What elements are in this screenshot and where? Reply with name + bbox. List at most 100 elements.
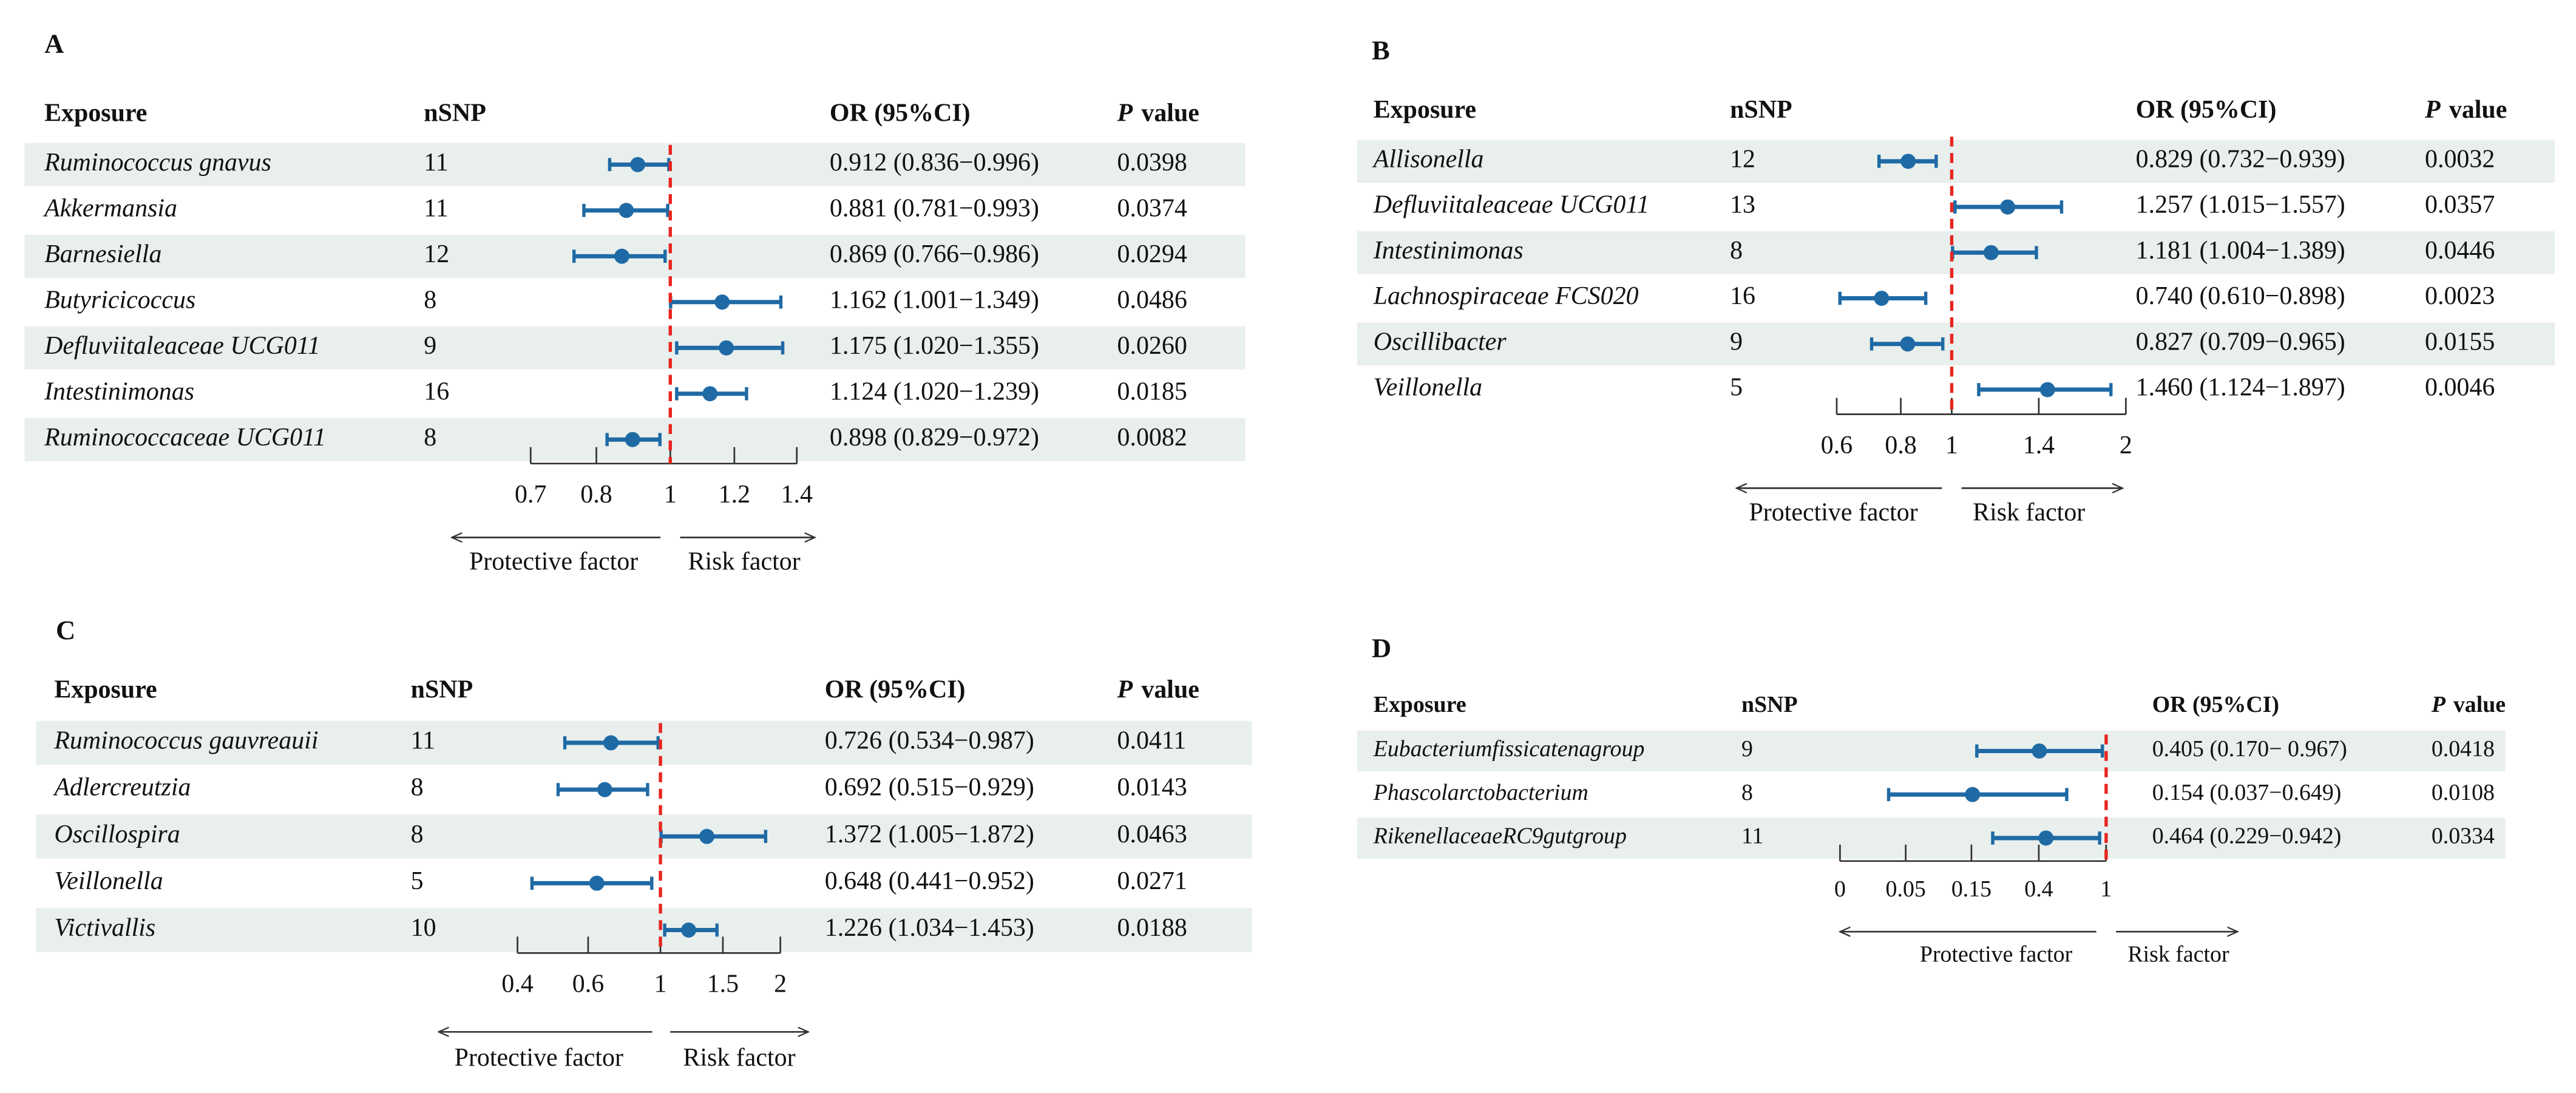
nsnp: 9: [424, 332, 436, 360]
header: OR (95%CI): [830, 100, 971, 127]
x-tick-label: 0.6: [572, 970, 604, 998]
x-tick-label: 1.4: [781, 481, 813, 509]
p-value: 0.0023: [2425, 282, 2495, 310]
exposure: Eubacteriumfissicatenagroup: [1373, 736, 1645, 762]
or-point: [1983, 245, 1999, 260]
or-point: [603, 735, 619, 751]
exposure: Barnesiella: [44, 240, 161, 268]
or-point: [614, 248, 629, 264]
p-value: 0.0446: [2425, 237, 2495, 265]
p-value: 0.0374: [1117, 194, 1187, 222]
x-tick-label: 1: [654, 970, 667, 998]
protective-label: Protective factor: [1920, 942, 2073, 967]
header: P: [1117, 676, 1133, 704]
nsnp: 8: [411, 821, 424, 848]
panel-label: A: [44, 29, 64, 59]
p-value: 0.0357: [2425, 191, 2495, 219]
nsnp: 11: [424, 194, 448, 222]
or-point: [719, 340, 734, 356]
header: Exposure: [1374, 96, 1476, 124]
or-ci: 0.464 (0.229−0.942): [2152, 824, 2342, 849]
p-value: 0.0398: [1117, 149, 1187, 177]
x-tick-label: 0.05: [1886, 876, 1926, 902]
or-ci: 0.912 (0.836−0.996): [830, 149, 1039, 177]
x-tick-label: 0.4: [2024, 876, 2053, 902]
nsnp: 11: [424, 149, 448, 177]
exposure: Allisonella: [1372, 145, 1484, 173]
nsnp: 11: [411, 727, 435, 755]
row-band: [36, 814, 1252, 859]
protective-label: Protective factor: [455, 1044, 623, 1072]
or-ci: 0.154 (0.037−0.649): [2152, 780, 2342, 805]
row-band: [1357, 817, 2506, 859]
or-ci: 1.372 (1.005−1.872): [825, 821, 1034, 848]
header: nSNP: [1730, 96, 1792, 124]
nsnp: 12: [424, 240, 449, 268]
risk-label: Risk factor: [683, 1044, 795, 1072]
nsnp: 12: [1730, 145, 1755, 173]
nsnp: 9: [1741, 736, 1753, 762]
or-point: [714, 294, 730, 310]
or-ci: 1.175 (1.020−1.355): [830, 332, 1039, 360]
or-ci: 0.827 (0.709−0.965): [2136, 328, 2345, 356]
exposure: Oscillospira: [54, 821, 180, 848]
or-ci: 1.124 (1.020−1.239): [830, 377, 1039, 405]
x-tick-label: 1.5: [707, 970, 739, 998]
or-point: [681, 922, 697, 938]
panel-label: D: [1372, 633, 1391, 663]
header: P: [1117, 100, 1133, 127]
or-ci: 1.257 (1.015−1.557): [2136, 191, 2345, 219]
or-point: [589, 875, 605, 891]
header: OR (95%CI): [825, 676, 966, 704]
or-point: [2032, 743, 2047, 759]
x-tick-label: 0.7: [515, 481, 546, 509]
exposure: Ruminococcaceae UCG011: [44, 424, 326, 452]
header: nSNP: [1741, 692, 1798, 717]
panel-label: C: [56, 615, 75, 645]
p-value: 0.0032: [2425, 145, 2495, 173]
or-ci: 0.405 (0.170− 0.967): [2152, 736, 2347, 762]
header: nSNP: [424, 100, 486, 127]
or-ci: 0.648 (0.441−0.952): [825, 867, 1034, 895]
exposure: RikenellaceaeRC9gutgroup: [1373, 824, 1627, 849]
or-point: [2038, 830, 2054, 846]
or-point: [1965, 787, 1981, 802]
header: P: [2431, 692, 2446, 717]
exposure: Intestinimonas: [44, 377, 194, 405]
nsnp: 8: [411, 774, 424, 802]
nsnp: 16: [424, 377, 449, 405]
nsnp: 5: [1730, 374, 1743, 402]
panel-label: B: [1372, 35, 1390, 65]
x-tick-label: 1: [1945, 431, 1958, 459]
or-point: [625, 431, 640, 447]
x-tick-label: 0.6: [1821, 431, 1852, 459]
p-value: 0.0108: [2432, 780, 2495, 805]
or-ci: 1.181 (1.004−1.389): [2136, 237, 2345, 265]
x-tick-label: 1: [2100, 876, 2112, 902]
p-value: 0.0486: [1117, 286, 1187, 314]
row-band: [1357, 140, 2555, 183]
p-value: 0.0294: [1117, 240, 1187, 268]
or-ci: 1.460 (1.124−1.897): [2136, 374, 2345, 402]
row-band: [1357, 322, 2555, 366]
exposure: Veillonella: [1374, 374, 1482, 402]
x-tick-label: 2: [774, 970, 787, 998]
header: Exposure: [44, 100, 147, 127]
protective-label: Protective factor: [469, 548, 638, 576]
or-ci: 0.740 (0.610−0.898): [2136, 282, 2345, 310]
nsnp: 16: [1730, 282, 1755, 310]
nsnp: 5: [411, 867, 424, 895]
or-point: [630, 157, 646, 172]
or-ci: 0.829 (0.732−0.939): [2136, 145, 2345, 173]
or-point: [619, 203, 634, 218]
nsnp: 8: [424, 424, 436, 452]
exposure: Defluviitaleaceae UCG011: [44, 332, 320, 360]
or-ci: 0.869 (0.766−0.986): [830, 240, 1039, 268]
exposure: Lachnospiraceae FCS020: [1373, 282, 1639, 310]
nsnp: 9: [1730, 328, 1743, 356]
or-ci: 0.898 (0.829−0.972): [830, 424, 1039, 452]
